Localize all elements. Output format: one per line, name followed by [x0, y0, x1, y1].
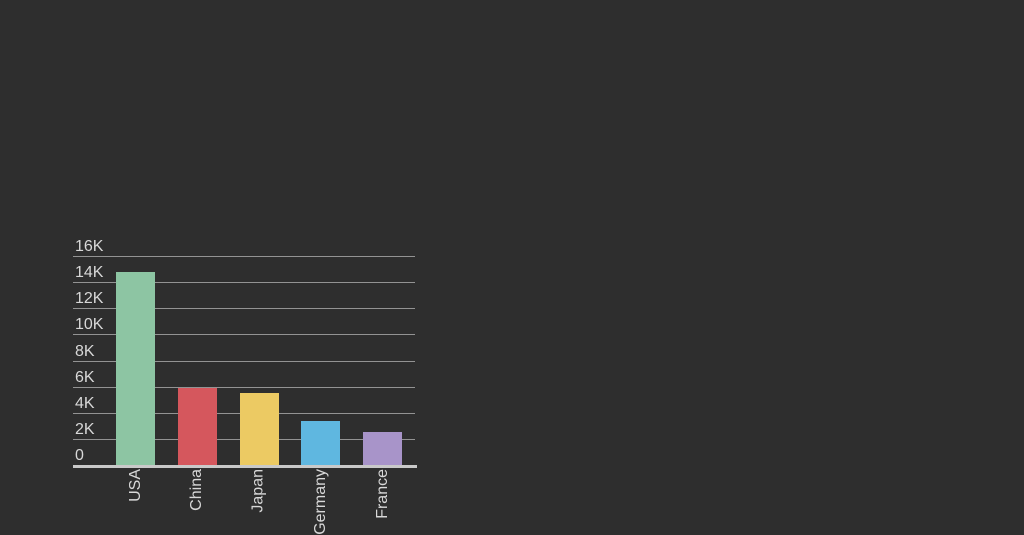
- y-axis-tick-label: 4K: [75, 394, 95, 412]
- bar-chart: 0 2K 4K 6K 8K 10K 12K 14K 16K USA China Japan Germa…: [73, 238, 417, 535]
- gridline: [73, 308, 415, 310]
- gridline: [73, 334, 415, 336]
- x-axis-label-japan: Japan: [250, 469, 267, 513]
- y-axis-tick-label: 12K: [75, 290, 104, 308]
- gridline: [73, 282, 415, 284]
- gridline: [73, 360, 415, 362]
- bar-germany: [301, 420, 341, 465]
- bar-china: [177, 387, 217, 465]
- y-axis-tick-label: 16K: [75, 238, 104, 255]
- y-axis-tick-label: 8K: [75, 342, 95, 360]
- x-axis-label-china: China: [188, 469, 206, 511]
- y-axis-tick-label: 10K: [75, 316, 104, 334]
- y-axis-tick-label: 0: [75, 447, 84, 464]
- y-axis-tick-label: 14K: [75, 264, 104, 282]
- desktop-background: 0 2K 4K 6K 8K 10K 12K 14K 16K USA China Japan Germa…: [73, 238, 417, 535]
- bar-japan: [239, 393, 279, 465]
- x-axis-line: [73, 465, 417, 468]
- y-axis-tick-label: 6K: [75, 368, 95, 386]
- x-axis-label-usa: USA: [126, 469, 144, 502]
- x-axis-label-germany: Germany: [311, 469, 329, 535]
- gridline: [73, 386, 415, 388]
- y-axis-tick-label: 2K: [75, 420, 95, 438]
- bar-usa: [116, 271, 155, 465]
- bar-france: [363, 431, 402, 465]
- x-axis-label-france: France: [373, 469, 391, 519]
- gridline: [73, 256, 415, 257]
